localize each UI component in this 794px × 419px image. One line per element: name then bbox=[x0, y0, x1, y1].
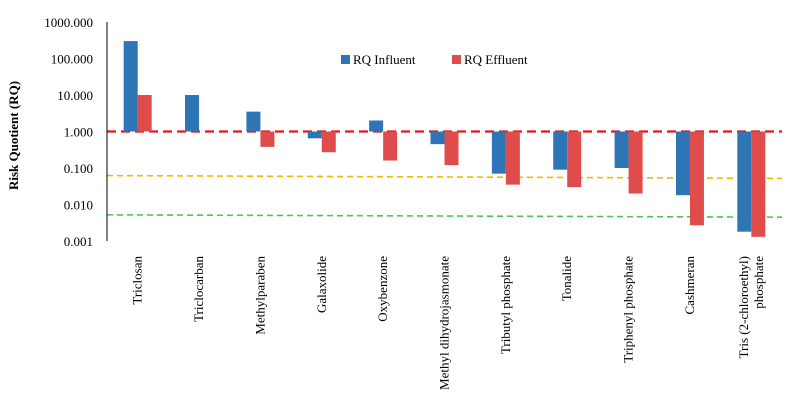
legend-label: RQ Influent bbox=[353, 52, 416, 67]
category-label: Tris (2-chloroethyl) bbox=[736, 256, 751, 358]
category-label: Triphenyl phosphate bbox=[621, 256, 636, 363]
category-label: Tributyl phosphate bbox=[498, 256, 513, 354]
category-label: Galaxolide bbox=[314, 256, 329, 313]
y-tick-label: 0.001 bbox=[64, 234, 93, 249]
bar-influent bbox=[553, 131, 568, 170]
y-tick-label: 0.010 bbox=[64, 198, 93, 213]
y-tick-label: 10.000 bbox=[57, 88, 93, 103]
category-label: Triclosan bbox=[130, 256, 145, 305]
bar-influent bbox=[675, 131, 690, 196]
bar-influent bbox=[307, 131, 322, 139]
bar-effluent bbox=[260, 131, 275, 147]
bars bbox=[123, 41, 766, 237]
bar-influent bbox=[123, 41, 138, 132]
reference-line bbox=[106, 214, 783, 218]
reference-line bbox=[106, 174, 783, 180]
category-label: Methylparaben bbox=[252, 256, 267, 335]
bar-influent bbox=[246, 111, 261, 132]
category-label: Oxybenzone bbox=[375, 256, 390, 322]
y-axis-title: Risk Quotient (RQ) bbox=[6, 81, 21, 190]
category-label: Triclocarban bbox=[191, 256, 206, 322]
bar-influent bbox=[737, 131, 752, 232]
y-tick-label: 1.000 bbox=[64, 125, 93, 140]
legend-swatch bbox=[341, 55, 350, 64]
y-tick-label: 0.100 bbox=[64, 161, 93, 176]
bar-effluent bbox=[137, 95, 152, 132]
bar-influent bbox=[614, 131, 629, 168]
bar-effluent bbox=[321, 131, 336, 153]
bar-effluent bbox=[628, 131, 643, 194]
bar-effluent bbox=[751, 131, 766, 237]
category-label: Cashmeran bbox=[682, 256, 697, 315]
bar-influent bbox=[369, 120, 384, 132]
bar-effluent bbox=[383, 131, 398, 161]
category-label: Methyl dihydrojasmonate bbox=[437, 256, 452, 390]
bar-influent bbox=[430, 131, 445, 145]
bar-effluent bbox=[567, 131, 582, 188]
category-label: phosphate bbox=[751, 256, 766, 309]
category-label: Tonalide bbox=[559, 256, 574, 302]
legend-label: RQ Effluent bbox=[464, 52, 528, 67]
bar-influent bbox=[185, 95, 200, 132]
bar-effluent bbox=[689, 131, 704, 226]
y-tick-label: 1000.000 bbox=[44, 15, 93, 30]
bar-influent bbox=[491, 131, 506, 174]
bar-effluent bbox=[505, 131, 520, 185]
legend: RQ Influent RQ Effluent bbox=[341, 52, 528, 67]
legend-swatch bbox=[452, 55, 461, 64]
bar-effluent bbox=[444, 131, 459, 166]
x-tick-labels: Triclosan Triclocarban Methylparaben Galaxo… bbox=[130, 256, 766, 390]
y-tick-label: 100.000 bbox=[51, 52, 93, 67]
y-tick-labels: 1000.000 100.000 10.000 1.000 0.100 0.010 0.00… bbox=[44, 15, 93, 249]
